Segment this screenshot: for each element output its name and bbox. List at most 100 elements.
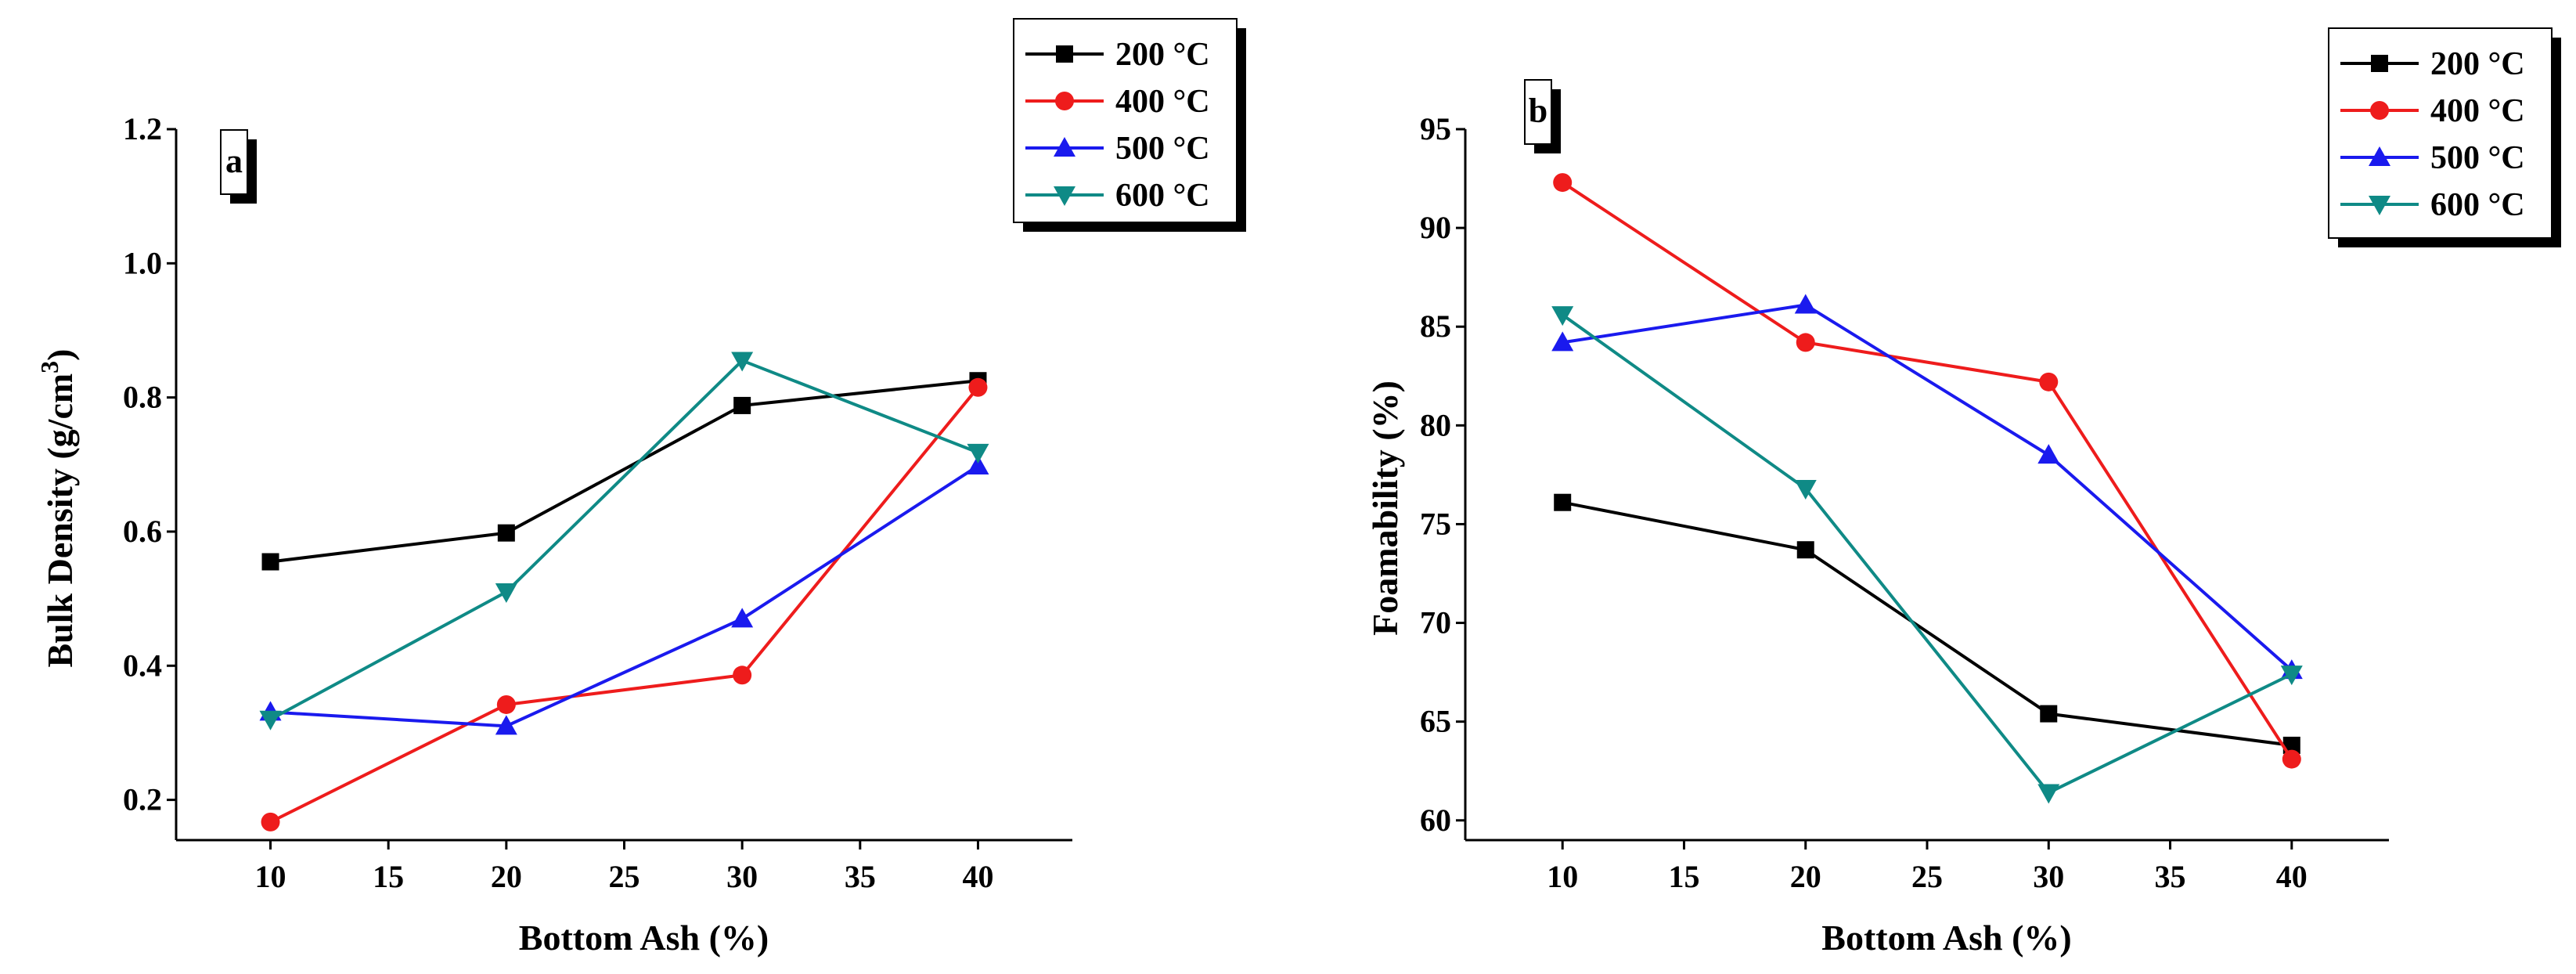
x-tick-label: 15: [373, 859, 404, 894]
chart-panel-b: 10 15 20 25 30 35 40 60 65 70 75 80 85 90 95 Bottom Ash…: [1365, 27, 2561, 958]
y-tick-label: 70: [1420, 605, 1451, 640]
y-axis-label-main: Bulk Density (g/cm: [40, 373, 80, 668]
series-line: [1562, 313, 2293, 795]
x-axis-label: Bottom Ash (%): [1821, 918, 2071, 958]
data-point: [497, 524, 515, 542]
data-point: [1551, 331, 1574, 352]
y-axis-label-close: ): [40, 348, 80, 360]
legend-label: 400 °C: [1115, 84, 1210, 120]
data-point: [1794, 480, 1817, 500]
data-point: [261, 553, 279, 571]
data-point: [496, 694, 516, 714]
data-point: [968, 377, 988, 397]
y-tick-label: 95: [1420, 111, 1451, 146]
legend-marker: [1054, 186, 1075, 206]
panel-label-box: [220, 129, 248, 195]
x-tick-label: 10: [1547, 859, 1578, 894]
legend-label: 200 °C: [2430, 46, 2525, 82]
x-tick-label: 10: [255, 859, 286, 894]
data-point: [733, 396, 751, 414]
y-tick-label: 1.2: [123, 111, 162, 146]
y-tick-label: 75: [1420, 506, 1451, 541]
y-tick-label: 80: [1420, 407, 1451, 442]
y-axis-label-superscript: 3: [35, 361, 63, 373]
series-2: [1551, 294, 2303, 680]
x-tick-label: 15: [1668, 859, 1699, 894]
x-tick-label: 20: [491, 859, 522, 894]
legend-label: 500 °C: [2430, 140, 2525, 176]
chart-panel-a: 10 15 20 25 30 35 40 0.2 0.4 0.6 0.8 1.0 1.2 Bottom A…: [35, 18, 1246, 958]
legend-marker: [2369, 196, 2390, 215]
y-tick-label: 1.0: [123, 245, 162, 280]
y-tick-label: 0.8: [123, 380, 162, 415]
legend-marker: [2369, 146, 2390, 166]
legend-label: 500 °C: [1115, 131, 1210, 167]
y-tick-label: 85: [1420, 308, 1451, 344]
y-tick-label: 65: [1420, 704, 1451, 739]
legend-label: 600 °C: [2430, 187, 2525, 223]
series-line: [269, 359, 979, 721]
y-tick-label: 0.6: [123, 514, 162, 549]
x-tick-label: 35: [845, 859, 876, 894]
x-tick-label: 25: [609, 859, 640, 894]
series-1: [261, 377, 988, 832]
data-point: [261, 812, 280, 832]
y-axis-label-main: Foamability (%): [1365, 381, 1405, 636]
x-tick-label: 35: [2155, 859, 2186, 894]
series-0: [1554, 493, 2300, 754]
series-0: [261, 372, 987, 571]
data-point: [495, 583, 517, 604]
data-point: [2040, 705, 2058, 723]
data-point: [2037, 784, 2060, 804]
panel-label: b: [1529, 92, 1547, 130]
data-point: [1553, 173, 1573, 193]
legend-label: 400 °C: [2430, 93, 2525, 129]
legend-label: 200 °C: [1115, 37, 1210, 73]
data-point: [731, 352, 754, 372]
data-point: [2039, 372, 2059, 391]
x-tick-label: 25: [1911, 859, 1943, 894]
series-1: [1553, 173, 2301, 769]
legend-marker: [1054, 137, 1075, 157]
panel-label-box: [1524, 79, 1552, 145]
legend-marker: [1056, 45, 1073, 63]
legend-marker: [2371, 55, 2388, 72]
series-2: [259, 455, 989, 735]
legend-marker: [1055, 92, 1074, 110]
data-point: [495, 715, 517, 735]
y-tick-label: 60: [1420, 803, 1451, 838]
x-tick-label: 20: [1790, 859, 1821, 894]
data-point: [1796, 541, 1814, 559]
y-axis-label: Foamability (%): [1365, 381, 1405, 636]
series-line: [270, 379, 978, 564]
data-point: [733, 666, 752, 685]
data-point: [259, 710, 282, 730]
y-tick-label: 90: [1420, 210, 1451, 245]
data-point: [1551, 306, 1574, 326]
series-3: [1551, 306, 2303, 804]
series-line: [269, 386, 980, 824]
x-tick-label: 30: [726, 859, 758, 894]
x-axis-label: Bottom Ash (%): [519, 918, 769, 958]
series-line: [270, 464, 979, 728]
series-3: [259, 352, 989, 730]
series-line: [1562, 303, 2293, 672]
data-point: [2280, 666, 2303, 686]
data-point: [1794, 294, 1817, 314]
legend-marker: [2370, 101, 2389, 120]
data-point: [2282, 749, 2301, 769]
y-tick-label: 0.2: [123, 782, 162, 817]
x-tick-label: 40: [962, 859, 993, 894]
legend-label: 600 °C: [1115, 178, 1210, 214]
y-axis-label: Bulk Density (g/cm3): [35, 348, 80, 667]
data-point: [967, 443, 989, 464]
data-point: [967, 455, 989, 475]
x-tick-label: 30: [2033, 859, 2064, 894]
data-point: [1796, 333, 1815, 352]
series-line: [1562, 500, 2293, 747]
y-tick-label: 0.4: [123, 648, 162, 683]
data-point: [731, 608, 754, 628]
panel-label: a: [225, 142, 243, 180]
data-point: [2037, 444, 2060, 464]
